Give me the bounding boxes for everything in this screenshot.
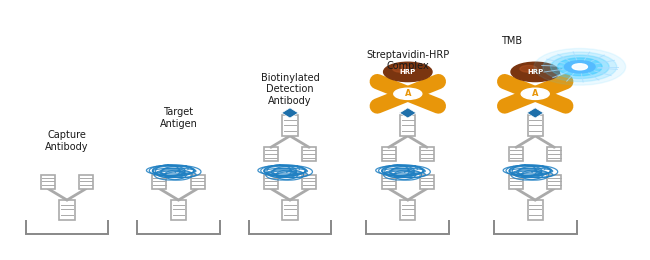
FancyBboxPatch shape (171, 200, 186, 220)
FancyBboxPatch shape (302, 175, 316, 188)
Circle shape (384, 62, 432, 82)
Polygon shape (527, 108, 543, 118)
Text: Biotinylated
Detection
Antibody: Biotinylated Detection Antibody (261, 73, 319, 106)
Circle shape (558, 58, 602, 76)
Circle shape (551, 55, 609, 79)
Circle shape (520, 66, 537, 72)
FancyBboxPatch shape (547, 147, 562, 161)
FancyBboxPatch shape (509, 175, 523, 188)
FancyBboxPatch shape (547, 175, 562, 188)
FancyBboxPatch shape (400, 200, 415, 220)
Circle shape (564, 61, 595, 73)
Text: HRP: HRP (527, 69, 543, 75)
Circle shape (572, 64, 588, 70)
Text: Target
Antigen: Target Antigen (159, 107, 198, 129)
Text: Capture
Antibody: Capture Antibody (46, 130, 89, 152)
FancyBboxPatch shape (400, 115, 415, 136)
Text: A: A (404, 89, 411, 98)
Circle shape (393, 66, 410, 72)
Polygon shape (281, 108, 298, 118)
Circle shape (534, 48, 626, 85)
FancyBboxPatch shape (420, 175, 434, 188)
FancyBboxPatch shape (264, 147, 278, 161)
Circle shape (543, 52, 617, 82)
FancyBboxPatch shape (528, 115, 543, 136)
Circle shape (394, 88, 422, 99)
Polygon shape (400, 108, 416, 118)
Text: Streptavidin-HRP
Complex: Streptavidin-HRP Complex (366, 50, 449, 72)
FancyBboxPatch shape (528, 200, 543, 220)
FancyBboxPatch shape (509, 147, 523, 161)
FancyBboxPatch shape (282, 200, 298, 220)
FancyBboxPatch shape (382, 147, 396, 161)
FancyBboxPatch shape (302, 147, 316, 161)
Text: A: A (532, 89, 538, 98)
FancyBboxPatch shape (264, 175, 278, 188)
Circle shape (521, 88, 549, 99)
FancyBboxPatch shape (79, 175, 93, 188)
Text: TMB: TMB (501, 36, 523, 46)
FancyBboxPatch shape (152, 175, 166, 188)
FancyBboxPatch shape (41, 175, 55, 188)
FancyBboxPatch shape (59, 200, 75, 220)
Text: HRP: HRP (400, 69, 416, 75)
FancyBboxPatch shape (282, 115, 298, 136)
Circle shape (511, 62, 560, 82)
FancyBboxPatch shape (420, 147, 434, 161)
FancyBboxPatch shape (190, 175, 205, 188)
FancyBboxPatch shape (382, 175, 396, 188)
